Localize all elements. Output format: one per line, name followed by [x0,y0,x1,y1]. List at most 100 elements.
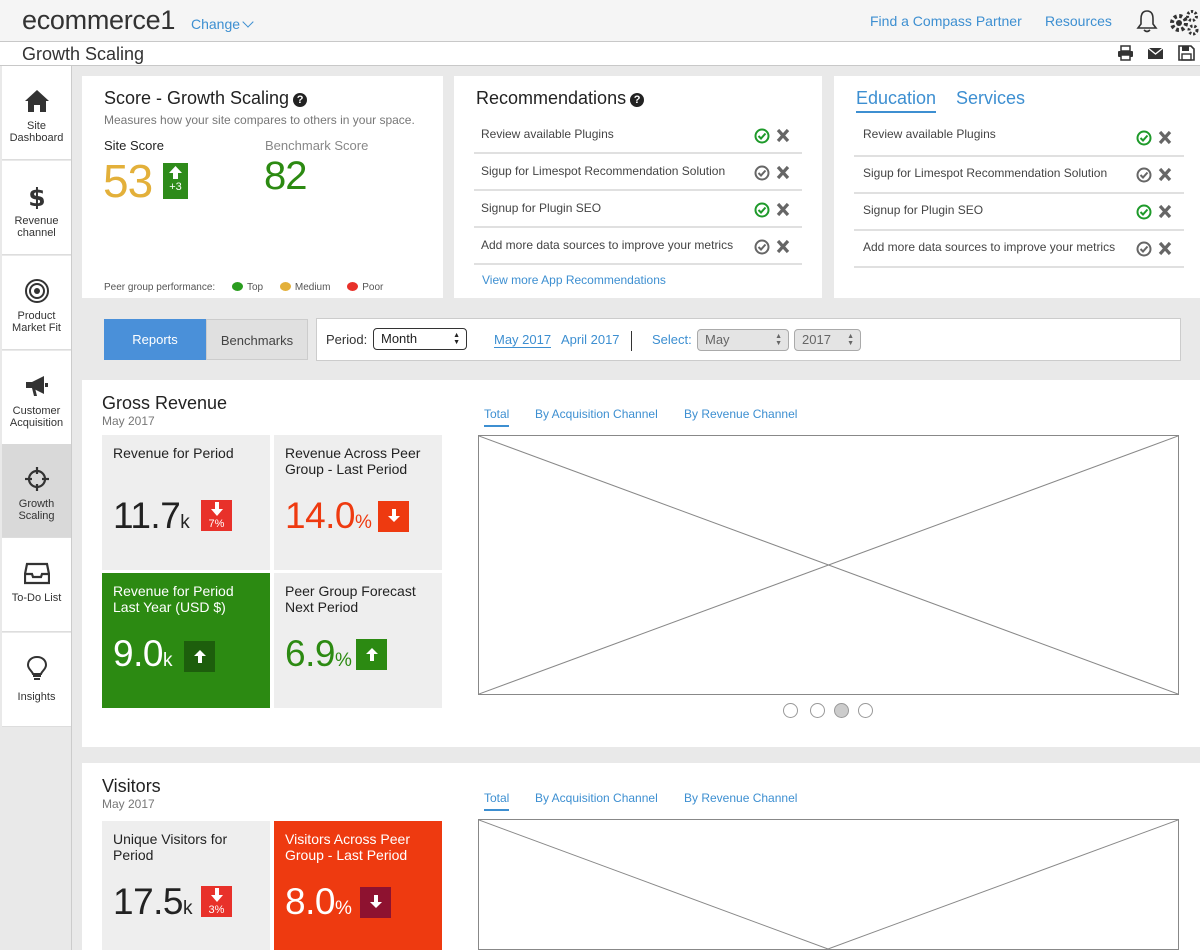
metric-value: 11.7k [113,495,190,537]
metric-value: 6.9% [285,633,352,675]
arrow-up-icon [365,648,378,661]
metric-value: 17.5k [113,881,193,923]
metric-label: Unique Visitors for Period [113,831,228,863]
lightbulb-icon [26,655,48,680]
metric-change-badge: 7% [201,500,232,531]
metric-tile-revenue-last-year: Revenue for Period Last Year (USD $) 9.0… [102,573,270,708]
tab-benchmarks[interactable]: Benchmarks [206,319,308,360]
svg-text:$: $ [28,183,45,209]
bell-icon[interactable] [1136,9,1158,33]
accept-reject-actions[interactable] [1136,130,1174,146]
metric-label: Peer Group Forecast Next Period [285,583,416,615]
inbox-icon [24,562,50,585]
period-link-may-2017[interactable]: May 2017 [494,332,552,348]
sidebar-item-growth-scaling[interactable]: Growth Scaling [2,444,71,538]
chart-tab-revenue-channel[interactable]: By Revenue Channel [684,407,798,421]
carousel-dot[interactable] [858,703,873,718]
sidebar-item-customer-acquisition[interactable]: Customer Acquisition [2,351,71,445]
education-row: Sigup for Limespot Recommendation Soluti… [854,157,1184,194]
recommendations-title: Recommendations? [476,88,645,109]
accept-reject-actions[interactable] [1136,241,1174,257]
metric-unit: k [180,512,190,533]
chart-tab-acquisition-channel[interactable]: By Acquisition Channel [535,407,658,421]
view-more-recommendations-link[interactable]: View more App Recommendations [482,273,666,287]
sidebar-item-label: Revenue channel [14,215,59,239]
metric-change-badge [378,501,409,532]
education-panel: Education Services Review available Plug… [834,76,1200,298]
metric-change-badge [360,887,391,918]
accept-reject-actions[interactable] [754,202,792,218]
metric-tile-peer-forecast: Peer Group Forecast Next Period 6.9% [274,573,442,708]
metric-tile-revenue-period: Revenue for Period 11.7k 7% [102,435,270,570]
metric-number: 14.0 [285,495,356,536]
accept-reject-actions[interactable] [1136,167,1174,183]
metric-number: 8.0 [285,881,335,922]
find-partner-link[interactable]: Find a Compass Partner [870,13,1022,29]
tab-services[interactable]: Services [956,88,1026,108]
print-icon[interactable] [1117,45,1134,61]
close-icon [776,165,790,180]
metric-change-badge [356,639,387,670]
chart-tab-total[interactable]: Total [484,791,510,811]
accept-reject-actions[interactable] [754,239,792,255]
page-subheader: Growth Scaling [0,42,1200,66]
period-select[interactable]: Month ▲ ▼ [373,328,467,350]
save-icon[interactable] [1178,45,1195,61]
period-link-april-2017[interactable]: April 2017 [561,332,620,347]
metric-number: 17.5 [113,881,184,922]
recommendation-row: Signup for Plugin SEO [474,192,802,228]
recommendation-row: Sigup for Limespot Recommendation Soluti… [474,155,802,191]
year-select-value: 2017 [802,332,831,347]
close-icon [776,239,790,254]
education-text: Signup for Plugin SEO [863,203,984,217]
email-icon[interactable] [1147,45,1164,61]
help-icon[interactable]: ? [293,93,308,107]
period-filter-bar: Period: Month ▲ ▼ May 2017 April 2017 Sel… [316,318,1181,361]
metric-label: Revenue for Period [113,445,234,461]
change-site-link[interactable]: Change [191,16,254,32]
chart-tab-revenue-channel[interactable]: By Revenue Channel [684,791,798,805]
change-label: Change [191,16,241,32]
sidebar-item-label: To-Do List [11,592,62,604]
recommendation-row: Review available Plugins [474,118,802,154]
visitors-period: May 2017 [102,797,155,811]
close-icon [776,202,790,217]
year-select[interactable]: 2017 ▲ ▼ [794,329,861,351]
sidebar-item-revenue-channel[interactable]: $ Revenue channel [2,161,71,255]
score-description: Measures how your site compares to other… [104,113,415,127]
chart-tab-total[interactable]: Total [484,407,510,427]
sidebar-item-product-market-fit[interactable]: Product Market Fit [2,256,71,350]
visitors-title: Visitors [102,776,161,796]
home-icon [25,90,49,112]
benchmark-score-label: Benchmark Score [265,138,369,153]
brand-name: ecommerce1 [22,5,176,35]
carousel-dot-active[interactable] [834,703,849,718]
tab-education[interactable]: Education [856,88,937,113]
arrow-down-icon [210,888,223,902]
sidebar-item-todo-list[interactable]: To-Do List [2,538,71,632]
sidebar-item-insights[interactable]: Insights [2,633,71,727]
metric-unit: % [355,512,372,533]
month-select[interactable]: May ▲ ▼ [697,329,789,351]
tab-reports[interactable]: Reports [104,319,206,360]
arrow-down-icon [210,502,223,516]
chart-tab-acquisition-channel[interactable]: By Acquisition Channel [535,791,658,805]
accept-reject-actions[interactable] [754,128,792,144]
settings-gears-icon[interactable] [1167,8,1199,36]
metric-label: Revenue Across Peer Group - Last Period [285,445,421,477]
accept-reject-actions[interactable] [1136,204,1174,220]
help-icon[interactable]: ? [630,93,645,107]
sidebar-item-site-dashboard[interactable]: Site Dashboard [2,66,71,160]
recommendation-text: Add more data sources to improve your me… [481,238,734,252]
recommendations-panel: Recommendations? Review available Plugin… [454,76,822,298]
metric-unit: k [183,898,193,919]
recommendation-text: Signup for Plugin SEO [481,201,602,215]
carousel-dot[interactable] [810,703,825,718]
site-score-label: Site Score [104,138,164,153]
sidebar-item-label: Customer Acquisition [9,405,64,429]
resources-link[interactable]: Resources [1045,13,1112,29]
visitors-panel: Visitors May 2017 Unique Visitors for Pe… [82,763,1200,950]
carousel-dot[interactable] [783,703,798,718]
accept-reject-actions[interactable] [754,165,792,181]
recommendations-title-text: Recommendations [476,88,627,108]
